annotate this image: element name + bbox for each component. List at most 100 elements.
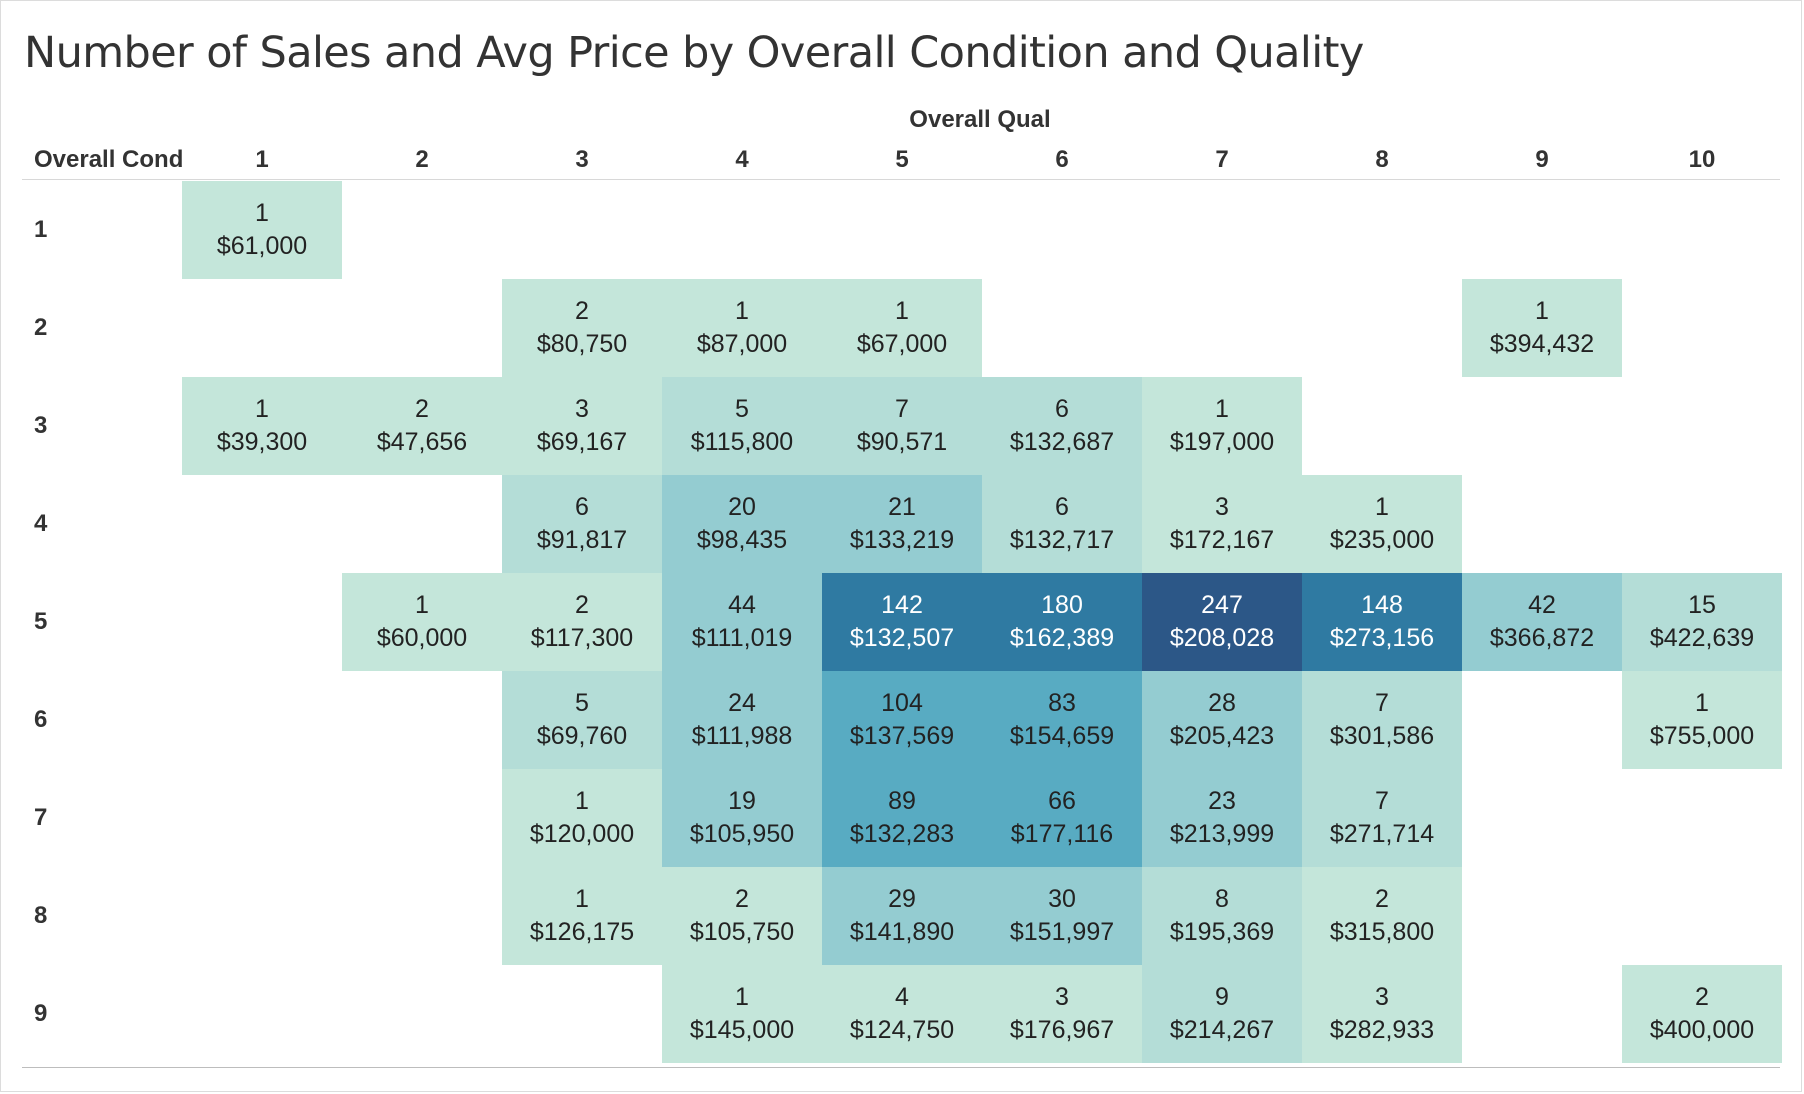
cell-avg-price-label: $145,000	[689, 1016, 795, 1044]
cell-avg-price-label: $151,997	[1009, 918, 1115, 946]
heatmap-cell-cond6-qual6: 83 $154,659	[982, 671, 1142, 769]
cell-count-label: 89	[888, 787, 916, 815]
heatmap-cell-cond6-qual10: 1 $755,000	[1622, 671, 1782, 769]
heatmap-cell-cond3-qual5: 7 $90,571	[822, 377, 982, 475]
cell-count-label: 247	[1201, 591, 1243, 619]
cell-count-label: 2	[1695, 983, 1709, 1011]
row-axis-title: Overall Cond	[34, 146, 184, 173]
cell-count-label: 2	[575, 591, 589, 619]
heatmap-cell-cond3-qual1: 1 $39,300	[182, 377, 342, 475]
cell-count-label: 148	[1361, 591, 1403, 619]
cell-count-label: 2	[1375, 885, 1389, 913]
heatmap-cell-cond7-qual3: 1 $120,000	[502, 769, 662, 867]
cell-avg-price-label: $755,000	[1649, 722, 1755, 750]
cell-count-label: 28	[1208, 689, 1236, 717]
cell-avg-price-label: $195,369	[1169, 918, 1275, 946]
heatmap-cell-cond9-qual10: 2 $400,000	[1622, 965, 1782, 1063]
cell-avg-price-label: $132,687	[1009, 428, 1115, 456]
cell-count-label: 1	[895, 297, 909, 325]
row-header-5: 5	[34, 608, 48, 635]
heatmap-cell-cond7-qual8: 7 $271,714	[1302, 769, 1462, 867]
chart-title: Number of Sales and Avg Price by Overall…	[24, 28, 1364, 78]
heatmap-cell-cond9-qual4: 1 $145,000	[662, 965, 822, 1063]
cell-avg-price-label: $271,714	[1329, 820, 1435, 848]
cell-count-label: 1	[255, 199, 269, 227]
cell-count-label: 3	[1215, 493, 1229, 521]
cell-avg-price-label: $205,423	[1169, 722, 1275, 750]
cell-count-label: 180	[1041, 591, 1083, 619]
cell-count-label: 1	[1375, 493, 1389, 521]
cell-avg-price-label: $91,817	[536, 526, 628, 554]
cell-count-label: 9	[1215, 983, 1229, 1011]
cell-avg-price-label: $124,750	[849, 1016, 955, 1044]
row-header-8: 8	[34, 902, 48, 929]
cell-count-label: 7	[1375, 689, 1389, 717]
heatmap-cell-cond4-qual4: 20 $98,435	[662, 475, 822, 573]
column-header-10: 10	[1688, 146, 1716, 173]
header-divider	[22, 179, 1780, 180]
cell-avg-price-label: $133,219	[849, 526, 955, 554]
heatmap-cell-cond3-qual4: 5 $115,800	[662, 377, 822, 475]
heatmap-cell-cond2-qual5: 1 $67,000	[822, 279, 982, 377]
cell-avg-price-label: $154,659	[1009, 722, 1115, 750]
heatmap-cell-cond3-qual6: 6 $132,687	[982, 377, 1142, 475]
row-header-4: 4	[34, 510, 48, 537]
heatmap-cell-cond9-qual8: 3 $282,933	[1302, 965, 1462, 1063]
heatmap-cell-cond8-qual5: 29 $141,890	[822, 867, 982, 965]
column-header-2: 2	[415, 146, 429, 173]
heatmap-cell-cond5-qual10: 15 $422,639	[1622, 573, 1782, 671]
cell-count-label: 104	[881, 689, 923, 717]
heatmap-cell-cond7-qual5: 89 $132,283	[822, 769, 982, 867]
heatmap-cell-cond6-qual7: 28 $205,423	[1142, 671, 1302, 769]
heatmap-cell-cond3-qual2: 2 $47,656	[342, 377, 502, 475]
cell-avg-price-label: $208,028	[1169, 624, 1275, 652]
heatmap-cell-cond5-qual3: 2 $117,300	[502, 573, 662, 671]
heatmap-cell-cond9-qual7: 9 $214,267	[1142, 965, 1302, 1063]
cell-count-label: 3	[1375, 983, 1389, 1011]
heatmap-cell-cond5-qual2: 1 $60,000	[342, 573, 502, 671]
cell-avg-price-label: $400,000	[1649, 1016, 1755, 1044]
cell-avg-price-label: $39,300	[216, 428, 308, 456]
column-axis-title: Overall Qual	[909, 106, 1051, 133]
heatmap-cell-cond7-qual4: 19 $105,950	[662, 769, 822, 867]
column-header-6: 6	[1055, 146, 1069, 173]
cell-avg-price-label: $315,800	[1329, 918, 1435, 946]
cell-count-label: 2	[575, 297, 589, 325]
column-header-3: 3	[575, 146, 589, 173]
cell-avg-price-label: $162,389	[1009, 624, 1115, 652]
cell-count-label: 83	[1048, 689, 1076, 717]
cell-count-label: 1	[735, 983, 749, 1011]
cell-count-label: 1	[1695, 689, 1709, 717]
cell-avg-price-label: $98,435	[696, 526, 788, 554]
heatmap-cell-cond3-qual3: 3 $69,167	[502, 377, 662, 475]
cell-avg-price-label: $87,000	[696, 330, 788, 358]
row-header-9: 9	[34, 1000, 48, 1027]
cell-count-label: 2	[735, 885, 749, 913]
cell-avg-price-label: $301,586	[1329, 722, 1435, 750]
cell-avg-price-label: $132,717	[1009, 526, 1115, 554]
column-header-9: 9	[1535, 146, 1549, 173]
cell-avg-price-label: $141,890	[849, 918, 955, 946]
heatmap-cell-cond5-qual9: 42 $366,872	[1462, 573, 1622, 671]
cell-count-label: 5	[735, 395, 749, 423]
column-header-8: 8	[1375, 146, 1389, 173]
heatmap-cell-cond2-qual3: 2 $80,750	[502, 279, 662, 377]
cell-count-label: 21	[888, 493, 916, 521]
cell-avg-price-label: $80,750	[536, 330, 628, 358]
cell-avg-price-label: $422,639	[1649, 624, 1755, 652]
cell-avg-price-label: $69,167	[536, 428, 628, 456]
heatmap-cell-cond4-qual8: 1 $235,000	[1302, 475, 1462, 573]
cell-count-label: 42	[1528, 591, 1556, 619]
heatmap-cell-cond4-qual3: 6 $91,817	[502, 475, 662, 573]
heatmap-cell-cond5-qual6: 180 $162,389	[982, 573, 1142, 671]
cell-avg-price-label: $90,571	[856, 428, 948, 456]
cell-count-label: 2	[415, 395, 429, 423]
heatmap-cell-cond6-qual5: 104 $137,569	[822, 671, 982, 769]
heatmap-cell-cond8-qual7: 8 $195,369	[1142, 867, 1302, 965]
row-header-1: 1	[34, 216, 48, 243]
cell-avg-price-label: $126,175	[529, 918, 635, 946]
cell-avg-price-label: $111,019	[691, 624, 793, 652]
cell-count-label: 1	[415, 591, 429, 619]
heatmap-cell-cond8-qual6: 30 $151,997	[982, 867, 1142, 965]
